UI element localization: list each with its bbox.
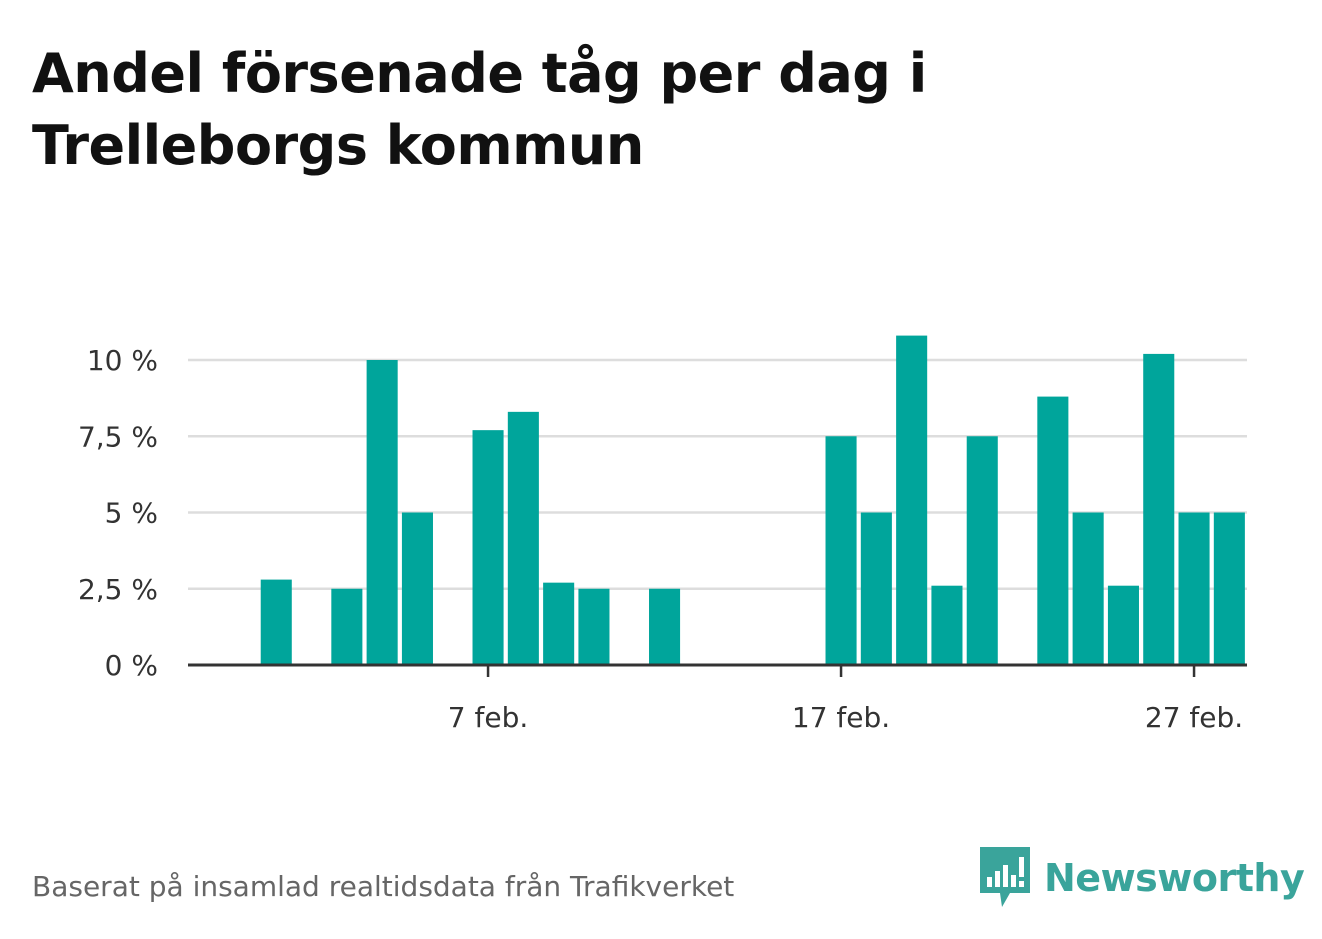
- x-tick-label: 27 feb.: [1145, 701, 1243, 734]
- x-tick-label: 17 feb.: [792, 701, 890, 734]
- y-tick-label: 2,5 %: [78, 573, 158, 606]
- newsworthy-bar-chart-icon: [980, 847, 1030, 907]
- bar: [860, 512, 892, 665]
- x-axis-ticks: 7 feb. 17 feb. 27 feb.: [448, 665, 1243, 734]
- bar: [966, 436, 998, 665]
- y-tick-label: 10 %: [87, 344, 158, 377]
- bar: [507, 411, 539, 665]
- chart-title: Andel försenade tåg per dag i Trelleborg…: [32, 42, 927, 177]
- bar: [1178, 512, 1210, 665]
- x-tick-label: 7 feb.: [448, 701, 528, 734]
- source-note: Baserat på insamlad realtidsdata från Tr…: [32, 870, 735, 903]
- y-tick-label: 7,5 %: [78, 420, 158, 453]
- newsworthy-logo: Newsworthy: [980, 846, 1305, 910]
- logo-text: Newsworthy: [1044, 856, 1305, 900]
- bar: [825, 436, 857, 665]
- bar: [1037, 396, 1069, 665]
- bar: [896, 335, 928, 665]
- bar: [366, 360, 398, 665]
- bar: [1107, 585, 1139, 665]
- y-tick-label: 5 %: [105, 497, 158, 530]
- bar: [931, 585, 963, 665]
- bar: [1072, 512, 1104, 665]
- bar: [260, 579, 292, 665]
- bar: [543, 582, 575, 665]
- bar: [331, 588, 363, 665]
- bar: [578, 588, 610, 665]
- bar: [1143, 353, 1175, 665]
- bars: [260, 335, 1245, 665]
- y-axis-labels: 0 % 2,5 % 5 % 7,5 % 10 %: [78, 344, 158, 682]
- bar: [472, 430, 504, 665]
- grid-lines: [188, 358, 1247, 590]
- bar: [1213, 512, 1245, 665]
- bar: [401, 512, 433, 665]
- bar: [649, 588, 681, 665]
- y-tick-label: 0 %: [105, 649, 158, 682]
